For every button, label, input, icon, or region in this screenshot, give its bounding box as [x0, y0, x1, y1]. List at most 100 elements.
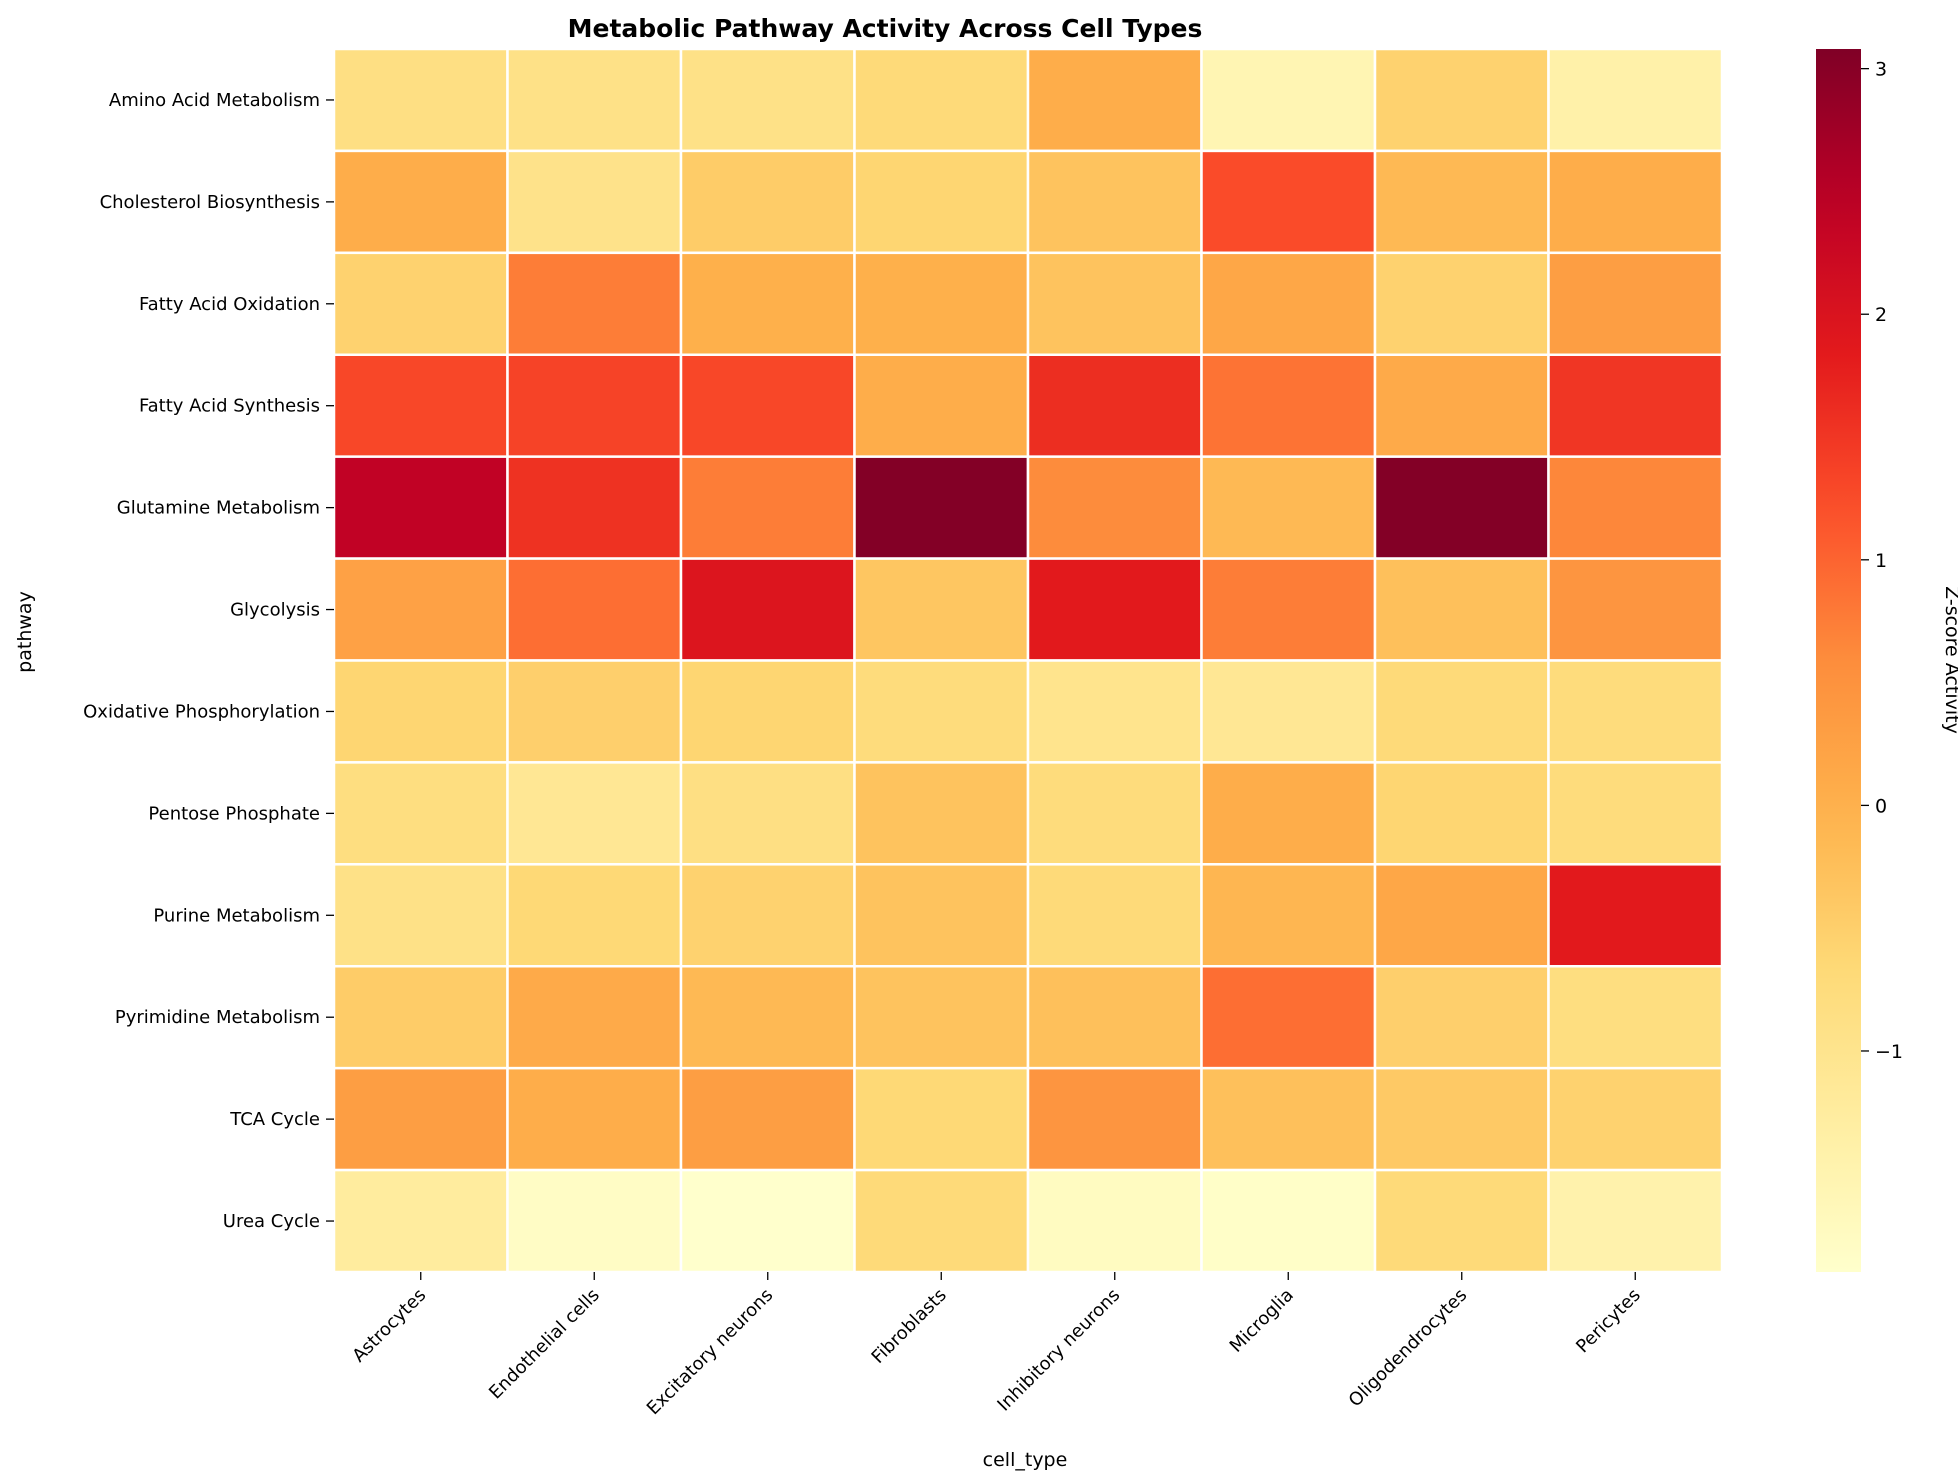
heatmap-cell — [1026, 149, 1203, 255]
heatmap-cell — [332, 251, 509, 356]
heatmap-cell — [1373, 1168, 1550, 1274]
y-tick-label: Cholesterol Biosynthesis — [100, 192, 320, 213]
heatmap-cell — [853, 455, 1030, 560]
colorbar-ticks: 3 2 1 0 −1 — [1861, 59, 1903, 1063]
heatmap-cell — [1547, 761, 1724, 866]
heatmap-cell — [332, 1168, 509, 1274]
heatmap-cell — [332, 1066, 509, 1172]
heatmap-cell — [1200, 1168, 1377, 1274]
heatmap-cell — [1026, 1066, 1203, 1172]
x-tick-label: Fibroblasts — [868, 1285, 951, 1368]
heatmap-cell — [1200, 659, 1377, 764]
colorbar-tick-label: 0 — [1875, 795, 1887, 817]
heatmap-cell — [332, 659, 509, 764]
heatmap-cell — [1373, 557, 1550, 662]
heatmap-cell — [853, 659, 1030, 764]
heatmap-cell — [332, 863, 509, 968]
colorbar-tick-label: 3 — [1875, 59, 1887, 81]
heatmap-cell — [1026, 251, 1203, 356]
heatmap-cell — [1373, 965, 1550, 1070]
y-tick-label: TCA Cycle — [229, 1109, 320, 1130]
heatmap-cell — [332, 149, 509, 255]
colorbar-tick-label: 1 — [1875, 550, 1887, 572]
heatmap-cell — [1547, 1168, 1724, 1274]
heatmap-cell — [679, 251, 856, 356]
colorbar-label: Z-score Activity — [1941, 586, 1958, 734]
heatmap-cell — [1200, 965, 1377, 1070]
y-tick-label: Pentose Phosphate — [148, 803, 320, 824]
heatmap-cell — [679, 149, 856, 255]
heatmap-cell — [1547, 863, 1724, 968]
heatmap-cell — [506, 659, 683, 764]
heatmap-cell — [506, 251, 683, 356]
y-tick-label: Oxidative Phosphorylation — [83, 701, 320, 722]
heatmap-cell — [1373, 1066, 1550, 1172]
heatmap-cell — [1373, 761, 1550, 866]
heatmap-cell — [1026, 761, 1203, 866]
heatmap-cell — [679, 353, 856, 458]
heatmap-cell — [332, 47, 509, 153]
heatmap-cell — [853, 965, 1030, 1070]
heatmap-cell — [506, 863, 683, 968]
heatmap-cell — [332, 761, 509, 866]
heatmap-cell — [1200, 761, 1377, 866]
y-tick-label: Purine Metabolism — [153, 905, 320, 926]
heatmap-cell — [1200, 353, 1377, 458]
heatmap-cell — [332, 455, 509, 560]
heatmap-cell — [506, 557, 683, 662]
heatmap-cell — [679, 557, 856, 662]
heatmap-cell — [332, 353, 509, 458]
heatmap-cell — [1026, 47, 1203, 153]
heatmap-cell — [853, 149, 1030, 255]
x-tick-label: Microglia — [1226, 1285, 1298, 1357]
heatmap-cell — [506, 965, 683, 1070]
x-tick-label: Inhibitory neurons — [993, 1285, 1124, 1416]
x-tick-label: Astrocytes — [348, 1285, 430, 1367]
heatmap-cell — [506, 455, 683, 560]
heatmap-cell — [1200, 149, 1377, 255]
heatmap-cell — [1026, 1168, 1203, 1274]
colorbar — [1816, 49, 1861, 1272]
heatmap-cell — [853, 1168, 1030, 1274]
heatmap-cell — [1200, 557, 1377, 662]
heatmap-cell — [1373, 455, 1550, 560]
heatmap-cell — [679, 659, 856, 764]
x-tick-label: Oligodendrocytes — [1345, 1285, 1472, 1412]
heatmap-cell — [1373, 863, 1550, 968]
x-axis-label: cell_type — [983, 1449, 1068, 1471]
heatmap-cell — [1547, 149, 1724, 255]
y-tick-label: Glycolysis — [230, 600, 320, 621]
heatmap-cell — [1200, 455, 1377, 560]
heatmap-cell — [1200, 863, 1377, 968]
heatmap-cell — [1026, 965, 1203, 1070]
heatmap-cell — [1547, 1066, 1724, 1172]
heatmap-cell — [506, 761, 683, 866]
heatmap-cell — [1026, 455, 1203, 560]
heatmap-cell — [1547, 47, 1724, 153]
heatmap-cell — [1547, 557, 1724, 662]
heatmap-cell — [332, 965, 509, 1070]
heatmap-cell — [679, 455, 856, 560]
y-tick-label: Fatty Acid Oxidation — [139, 294, 320, 315]
heatmap-cell — [1200, 47, 1377, 153]
y-tick-label: Fatty Acid Synthesis — [139, 396, 320, 417]
heatmap-cell — [1373, 149, 1550, 255]
heatmap-cell — [1200, 251, 1377, 356]
heatmap-cell — [853, 353, 1030, 458]
heatmap-cell — [1026, 353, 1203, 458]
column-labels: Astrocytes Endothelial cells Excitatory ne… — [348, 1272, 1645, 1419]
heatmap-cell — [1026, 659, 1203, 764]
colorbar-tick-label: −1 — [1875, 1041, 1903, 1063]
y-tick-label: Pyrimidine Metabolism — [115, 1007, 320, 1028]
heatmap-cell — [1026, 557, 1203, 662]
heatmap-cell — [1373, 251, 1550, 356]
row-labels: Amino Acid Metabolism Cholesterol Biosynt… — [83, 90, 334, 1232]
y-axis-label: pathway — [14, 591, 36, 673]
heatmap-cell — [1547, 659, 1724, 764]
heatmap-cell — [1547, 251, 1724, 356]
heatmap-cell — [853, 47, 1030, 153]
heatmap-cell — [1547, 965, 1724, 1070]
heatmap-cell — [506, 1066, 683, 1172]
heatmap-cell — [679, 761, 856, 866]
x-tick-label: Pericytes — [1572, 1285, 1645, 1358]
